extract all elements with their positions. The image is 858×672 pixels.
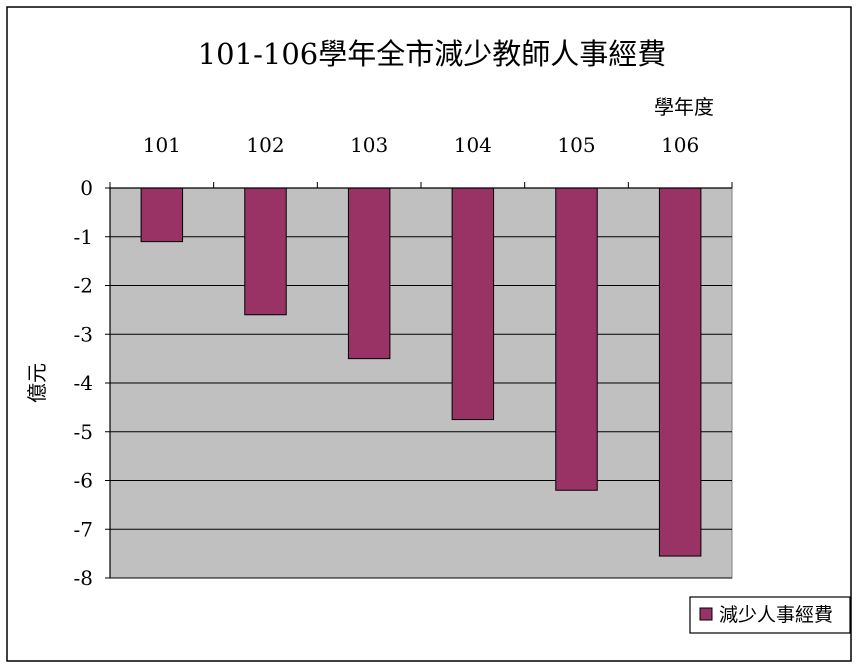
x-axis-title: 學年度 [654,95,714,119]
bar-106 [658,187,702,557]
y-tick-label: -3 [74,322,93,346]
y-tick-label: -6 [74,469,93,493]
x-tick-label: 102 [246,133,284,157]
chart-title: 101-106學年全市減少教師人事經費 [198,37,667,71]
bar-103 [347,187,391,360]
y-tick-label: 0 [80,176,93,200]
bar-102 [244,187,287,316]
bars [140,187,702,557]
legend-label: 減少人事經費 [719,604,833,626]
gridlines [110,236,732,579]
y-tick-labels: 0 -1 -2 -3 -4 -5 -6 -7 -8 [74,176,93,590]
y-tick-label: -7 [74,517,93,541]
x-tick-label: 101 [143,133,181,157]
x-tick-label: 105 [557,133,595,157]
y-tick-label: -1 [74,225,93,249]
legend: 減少人事經費 [689,596,851,634]
y-tick-label: -2 [74,274,93,298]
legend-box [689,596,851,634]
legend-swatch [699,607,713,621]
x-tick-labels: 101 102 103 104 105 106 [143,133,700,157]
y-tick-label: -4 [74,371,93,395]
axes [105,182,733,579]
y-axis-title: 億元 [25,363,49,403]
y-tick-label: -5 [74,420,93,444]
x-tick-label: 106 [661,133,699,157]
x-tick-label: 103 [350,133,388,157]
x-tick-label: 104 [454,133,492,157]
y-tick-label: -8 [74,566,93,590]
bar-104 [451,187,495,421]
bar-101 [140,187,184,243]
bar-105 [555,187,598,491]
